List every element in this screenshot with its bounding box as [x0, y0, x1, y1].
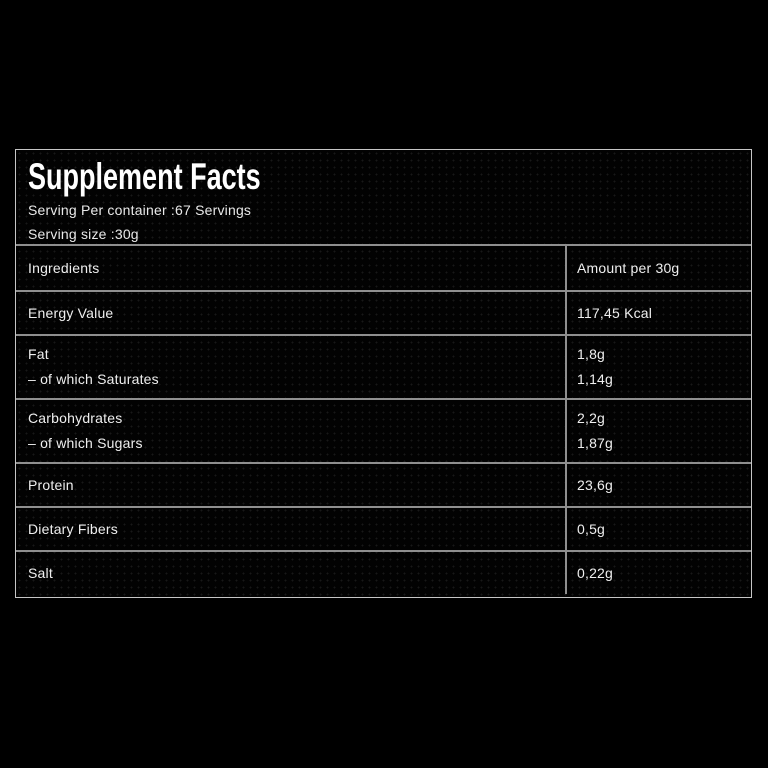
table-row: Protein 23,6g: [16, 462, 751, 506]
ingredient-cell: Fat – of which Saturates: [16, 336, 565, 398]
ingredient-line: Carbohydrates: [28, 410, 123, 426]
amount-column-label: Amount per 30g: [577, 259, 680, 276]
supplement-facts-title: Supplement Facts: [28, 156, 261, 197]
ingredients-column-label: Ingredients: [28, 259, 100, 276]
amount-line: 23,6g: [577, 476, 614, 493]
amount-line: 2,2g: [577, 410, 606, 426]
amount-column-header: Amount per 30g: [565, 246, 751, 290]
ingredient-line: Fat: [28, 346, 49, 362]
table-row: Dietary Fibers 0,5g: [16, 506, 751, 550]
serving-per-container-text: Serving Per container :67 Servings: [28, 202, 252, 218]
amount-cell: 2,2g 1,87g: [565, 400, 751, 462]
ingredient-cell: Protein: [16, 464, 565, 506]
ingredients-column-header: Ingredients: [16, 246, 565, 290]
ingredient-line: Salt: [28, 564, 53, 581]
table-row: Fat – of which Saturates 1,8g 1,14g: [16, 334, 751, 398]
amount-cell: 0,5g: [565, 508, 751, 550]
amount-cell: 117,45 Kcal: [565, 292, 751, 334]
table-header-row: Ingredients Amount per 30g: [16, 246, 751, 290]
ingredient-cell: Carbohydrates – of which Sugars: [16, 400, 565, 462]
amount-cell: 1,8g 1,14g: [565, 336, 751, 398]
amount-line: 0,5g: [577, 520, 606, 537]
ingredient-cell: Energy Value: [16, 292, 565, 334]
amount-cell: 23,6g: [565, 464, 751, 506]
amount-line: 117,45 Kcal: [577, 304, 653, 321]
supplement-facts-panel: Supplement Facts Serving Per container :…: [15, 149, 752, 598]
ingredient-cell: Dietary Fibers: [16, 508, 565, 550]
ingredient-line: – of which Saturates: [28, 371, 159, 387]
table-row: Carbohydrates – of which Sugars 2,2g 1,87g: [16, 398, 751, 462]
amount-line: 1,14g: [577, 371, 614, 387]
ingredient-cell: Salt: [16, 552, 565, 594]
amount-cell: 0,22g: [565, 552, 751, 594]
facts-header-section: Supplement Facts Serving Per container :…: [16, 150, 751, 246]
ingredient-line: Protein: [28, 476, 74, 493]
amount-line: 1,8g: [577, 346, 606, 362]
ingredient-line: – of which Sugars: [28, 435, 143, 451]
amount-line: 0,22g: [577, 564, 614, 581]
table-row: Energy Value 117,45 Kcal: [16, 290, 751, 334]
facts-table-body: Energy Value 117,45 Kcal Fat – of which S…: [16, 290, 751, 594]
ingredient-line: Energy Value: [28, 304, 114, 321]
table-row: Salt 0,22g: [16, 550, 751, 594]
ingredient-line: Dietary Fibers: [28, 520, 118, 537]
serving-size-text: Serving size :30g: [28, 226, 139, 242]
amount-line: 1,87g: [577, 435, 614, 451]
